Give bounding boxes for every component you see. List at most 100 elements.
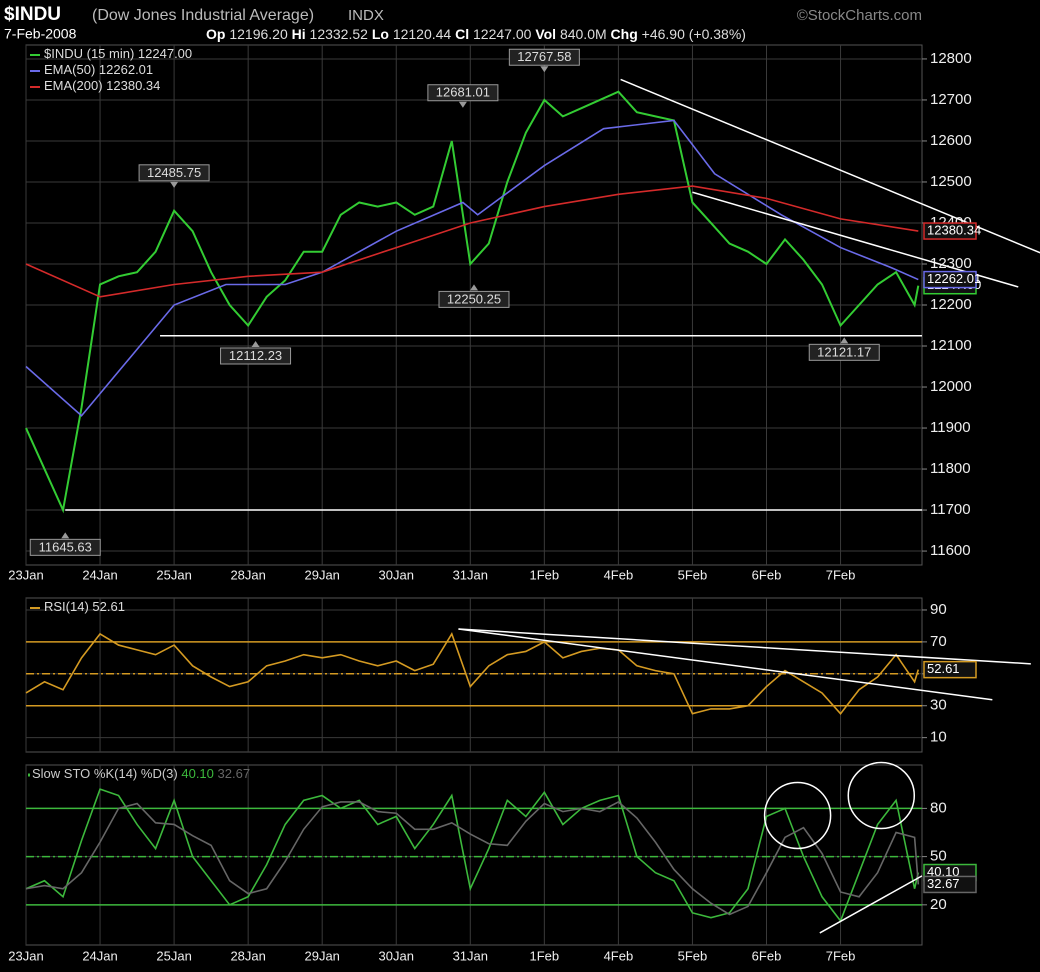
x-tick-label: 1Feb [530,948,560,963]
annotation-pointer [61,532,70,539]
legend-name: %D(3) [141,766,178,781]
legend-name: RSI(14) [44,599,89,614]
series-line [25,90,920,514]
value-box [923,660,977,679]
x-tick-label: 6Feb [752,948,782,963]
x-tick-label: 23Jan [8,567,43,582]
legend: EMA(200) 12380.34 [44,78,160,93]
legend-value: 12247.00 [138,46,192,61]
y-tick-label: 80 [930,799,947,816]
legend-name: %K(14) [94,766,137,781]
legend-name: EMA(50) [44,62,95,77]
panel-frame [25,597,923,753]
annotation-pointer [540,66,549,73]
annotation-box [438,290,510,308]
y-tick-label: 20 [930,896,947,913]
x-tick-label: 4Feb [604,948,634,963]
x-tick-label: 4Feb [604,567,634,582]
stat-value: 840.0M [560,26,607,42]
series-line [25,632,920,715]
trendline [458,628,993,701]
legend-value: 40.10 [181,766,214,781]
annotation-pointer [840,337,849,344]
legend: Slow STO %K(14) %D(3) 40.10 32.67 [32,766,250,781]
series-line [25,119,919,417]
y-tick-label: 12200 [930,296,972,313]
legend-value: 12380.34 [106,78,160,93]
highlight-circle [763,781,832,850]
stat-label: Lo [372,26,389,42]
x-tick-label: 24Jan [82,567,117,582]
x-tick-label: 5Feb [678,567,708,582]
value-box-label: 52.61 [927,661,960,676]
stat-label: Op [206,26,225,42]
stat-label: Cl [455,26,469,42]
x-tick-label: 31Jan [453,948,488,963]
legend: $INDU (15 min) 12247.00 [44,46,192,61]
annotation-pointer [470,284,478,291]
y-tick-label: 12300 [930,255,972,272]
annotation-pointer [170,181,179,188]
legend-title: Slow STO [32,766,90,781]
legend-value: 52.61 [92,599,125,614]
x-tick-label: 7Feb [826,948,856,963]
y-tick-label: 11700 [930,501,971,518]
y-tick-label: 11600 [930,542,971,559]
x-tick-label: 29Jan [304,948,339,963]
legend-name: $INDU (15 min) [44,46,134,61]
legend-value: 12262.01 [99,62,153,77]
x-tick-label: 31Jan [453,567,488,582]
index-name: (Dow Jones Industrial Average) [92,7,314,24]
value-box-label: 40.10 [927,864,960,879]
y-tick-label: 70 [930,633,947,650]
legend: EMA(50) 12262.01 [44,62,153,77]
y-tick-label: 11900 [930,419,971,436]
y-tick-label: 90 [930,601,947,618]
y-tick-label: 50 [930,848,947,865]
x-tick-label: 7Feb [826,567,856,582]
trendline [819,875,923,934]
y-tick-label: 12100 [930,337,972,354]
annotation-box [220,347,292,365]
source: ©StockCharts.com [797,7,922,24]
annotation-label: 11645.63 [39,539,92,554]
annotation-label: 12767.58 [517,49,571,64]
stat-value: 12247.00 [473,26,532,42]
date: 7-Feb-2008 [4,26,77,42]
x-tick-label: 28Jan [230,567,265,582]
trendline [458,628,1031,665]
y-tick-label: 10 [930,729,947,746]
y-tick-label: 12000 [930,378,972,395]
value-box-label: 12262.01 [927,271,981,286]
annotation-box [138,164,210,182]
annotation-pointer [251,340,260,347]
series-line [25,788,920,923]
x-tick-label: 24Jan [82,948,117,963]
x-tick-label: 29Jan [304,567,339,582]
value-box [923,875,977,894]
x-tick-label: 1Feb [530,567,560,582]
annotation-label: 12485.75 [147,165,201,180]
y-tick-label: 12800 [930,50,972,67]
annotation-box [808,343,880,361]
legend-value: 32.67 [218,766,251,781]
x-tick-label: 30Jan [379,567,414,582]
y-tick-label: 12700 [930,91,972,108]
annotation-box [427,84,499,102]
y-tick-label: 12500 [930,173,972,190]
stats: Op 12196.20 Hi 12332.52 Lo 12120.44 Cl 1… [206,26,746,42]
y-tick-label: 30 [930,697,947,714]
annotation-label: 12250.25 [447,291,501,306]
series-line [25,185,919,298]
legend: RSI(14) 52.61 [44,599,125,614]
annotation-pointer [458,101,467,108]
value-box-label: 32.67 [927,876,960,891]
y-tick-label: 12600 [930,132,972,149]
value-box-label: 12380.34 [927,222,981,237]
annotation-label: 12121.17 [817,344,871,359]
stat-label: Vol [535,26,556,42]
stat-label: Hi [292,26,306,42]
x-tick-label: 28Jan [230,948,265,963]
series-line [25,801,920,916]
stat-value: 12120.44 [393,26,452,42]
